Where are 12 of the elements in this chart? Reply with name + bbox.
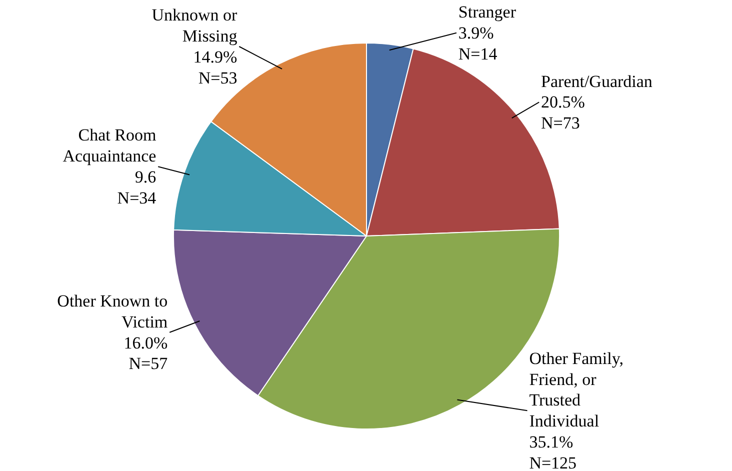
- slice-label: Other Family, Friend, or Trusted Individual: [529, 348, 624, 431]
- data-label: 3.9% N=14: [458, 23, 498, 64]
- slice-label: Chat Room Acquaintance: [62, 126, 156, 166]
- slice-label: Parent/Guardian: [541, 72, 653, 91]
- slice-label: Other Known to Victim: [57, 292, 168, 332]
- data-label: 14.9% N=53: [193, 47, 238, 88]
- data-label: 16.0% N=57: [124, 333, 168, 374]
- slice-label: Unknown or Missing: [152, 6, 238, 46]
- data-label: 9.6 N=34: [117, 168, 157, 208]
- slice-label: Stranger: [458, 2, 516, 22]
- data-label: 20.5% N=73: [541, 92, 585, 133]
- data-label: 35.1% N=125: [529, 432, 577, 471]
